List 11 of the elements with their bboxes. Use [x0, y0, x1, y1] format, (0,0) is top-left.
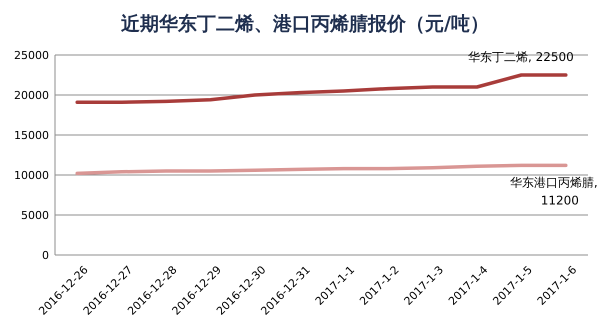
- line-series: [75, 164, 568, 176]
- chart-title: 近期华东丁二烯、港口丙烯腈报价（元/吨）: [120, 13, 489, 35]
- y-tick-label: 0: [42, 249, 49, 262]
- y-tick-label: 10000: [14, 169, 49, 182]
- y-tick-label: 5000: [21, 209, 49, 222]
- annotation: 华东丁二烯, 22500: [468, 50, 574, 64]
- y-tick-label: 15000: [14, 129, 49, 142]
- line-series: [75, 73, 568, 104]
- y-tick-label: 20000: [14, 89, 49, 102]
- annotation: 华东港口丙烯腈, 11200: [510, 175, 598, 208]
- y-tick-label: 25000: [14, 49, 49, 62]
